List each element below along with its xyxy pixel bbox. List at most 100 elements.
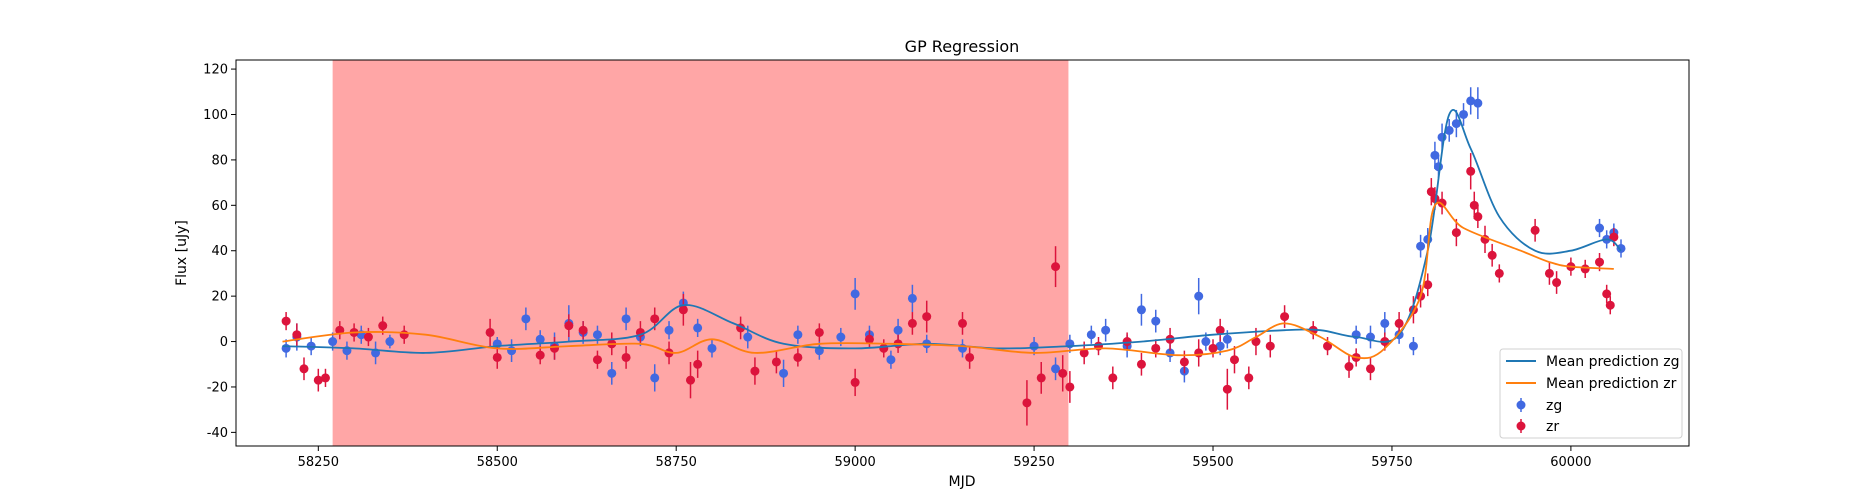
legend-label-line-zg: Mean prediction zg: [1546, 354, 1680, 370]
point-zr: [592, 355, 602, 365]
point-zr: [1179, 357, 1189, 367]
point-zr: [693, 359, 703, 369]
x-axis: 58250 58500 58750 59000 59250 59500 59750 60000: [298, 446, 1592, 470]
point-zg: [1466, 96, 1476, 106]
point-zr: [550, 343, 560, 353]
point-zr: [793, 352, 803, 362]
x-tick-label: 60000: [1550, 455, 1591, 470]
point-zr: [1051, 262, 1061, 272]
point-zg: [1051, 364, 1061, 374]
point-zr: [1244, 373, 1254, 383]
point-zr: [1151, 343, 1161, 353]
point-zr: [1036, 373, 1046, 383]
point-zr: [1487, 250, 1497, 260]
legend-zr-marker: [1516, 421, 1526, 431]
point-zg: [693, 323, 703, 333]
x-tick-label: 59750: [1371, 455, 1412, 470]
point-zg: [1595, 223, 1605, 233]
point-zg: [1451, 119, 1461, 129]
point-zr: [814, 327, 824, 337]
point-zr: [958, 318, 967, 328]
point-zg: [1194, 291, 1204, 301]
point-zg: [621, 314, 631, 324]
point-zg: [385, 337, 395, 347]
point-zg: [707, 343, 717, 353]
point-zg: [850, 289, 860, 299]
y-tick-label: 80: [211, 153, 228, 168]
point-zr: [678, 305, 688, 315]
point-zg: [1459, 109, 1469, 119]
point-zr: [1122, 337, 1132, 347]
point-zr: [1437, 198, 1447, 208]
point-zr: [771, 357, 781, 367]
point-zg: [1416, 241, 1426, 251]
point-zr: [879, 343, 889, 353]
point-zr: [1394, 318, 1404, 328]
point-zg: [328, 337, 338, 347]
point-zg: [664, 325, 674, 335]
legend-zg-marker: [1516, 400, 1526, 410]
point-zg: [793, 330, 803, 340]
point-zr: [650, 314, 660, 324]
y-axis: -40 -20 0 20 40 60 80 100 120: [203, 63, 236, 441]
legend-label-zr: zr: [1546, 419, 1559, 435]
point-zr: [578, 325, 588, 335]
point-zg: [1222, 334, 1232, 344]
point-zr: [1469, 200, 1479, 210]
point-zg: [592, 330, 602, 340]
point-zg: [1444, 125, 1454, 135]
point-zg: [886, 355, 896, 365]
point-zr: [399, 330, 409, 340]
point-zr: [1229, 355, 1239, 365]
y-tick-label: 120: [203, 63, 228, 78]
legend: Mean prediction zg Mean prediction zr zg…: [1499, 348, 1683, 439]
point-zr: [313, 375, 323, 385]
point-zr: [1466, 166, 1476, 176]
y-tick-label: -40: [207, 426, 228, 441]
shaded-region: [332, 60, 1069, 446]
point-zr: [907, 318, 917, 328]
x-tick-label: 58750: [656, 455, 697, 470]
point-zg: [507, 346, 517, 356]
point-zr: [1208, 343, 1218, 353]
point-zg: [1473, 98, 1483, 108]
point-zg: [1201, 337, 1211, 347]
point-zr: [686, 375, 696, 385]
point-zg: [650, 373, 660, 383]
point-zr: [292, 330, 302, 340]
point-zr: [1473, 212, 1483, 222]
point-zr: [1423, 280, 1433, 290]
point-zr: [850, 377, 860, 387]
point-zg: [1086, 330, 1096, 340]
point-zr: [1609, 232, 1619, 242]
point-zr: [1544, 268, 1554, 278]
y-tick-label: 40: [211, 244, 228, 259]
point-zg: [607, 368, 617, 378]
point-zr: [1079, 348, 1089, 358]
y-tick-label: 20: [211, 290, 228, 305]
y-tick-label: 100: [203, 108, 228, 123]
point-zr: [1365, 364, 1375, 374]
mean-prediction-zr-line: [282, 201, 1614, 360]
point-zr: [965, 352, 975, 362]
point-zr: [1251, 337, 1261, 347]
point-zr: [299, 364, 309, 374]
x-tick-label: 58500: [477, 455, 518, 470]
plot-frame: [235, 59, 1690, 447]
point-zr: [621, 352, 631, 362]
y-tick-label: -20: [207, 380, 228, 395]
point-zg: [1151, 316, 1161, 326]
point-zr: [1605, 300, 1615, 310]
point-zr: [1108, 373, 1118, 383]
legend-label-zg: zg: [1546, 398, 1562, 414]
point-zg: [1029, 341, 1039, 351]
point-zr: [363, 332, 373, 342]
point-zr: [320, 373, 330, 383]
point-zg: [907, 293, 917, 303]
point-zr: [564, 321, 574, 331]
point-zg: [1215, 341, 1225, 351]
x-tick-label: 59500: [1192, 455, 1233, 470]
point-zr: [1215, 325, 1225, 335]
point-zr: [1222, 384, 1232, 394]
